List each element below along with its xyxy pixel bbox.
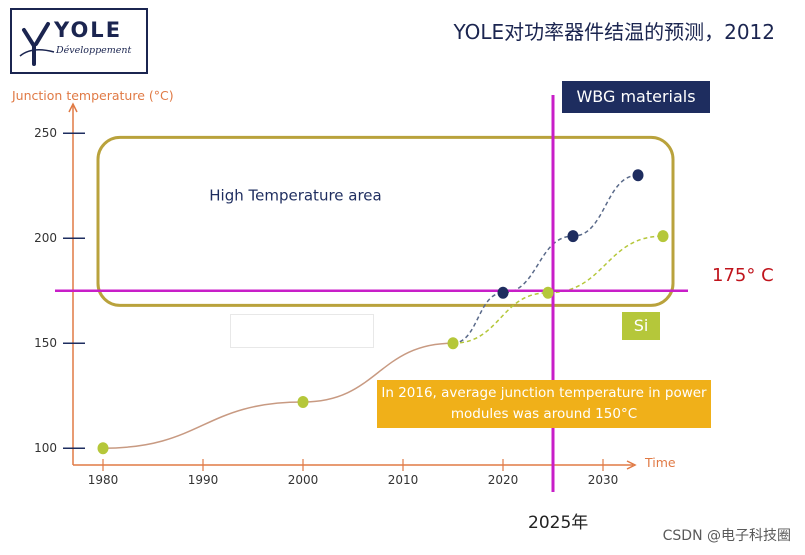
data-point-history bbox=[297, 396, 309, 408]
data-point-history bbox=[447, 337, 459, 350]
slide-title: YOLE对功率器件结温的预测，2012 bbox=[453, 20, 775, 44]
x-tick-label: 2030 bbox=[588, 473, 619, 487]
high-temperature-region bbox=[96, 135, 675, 307]
data-point-wbg bbox=[567, 230, 579, 243]
x-tick-label: 1980 bbox=[88, 473, 119, 487]
x-axis-arrow bbox=[626, 460, 637, 470]
wbg-legend-label: WBG materials bbox=[562, 81, 710, 113]
data-point-si bbox=[657, 230, 669, 243]
x-axis-label: Time bbox=[644, 455, 676, 470]
data-point-wbg bbox=[632, 169, 644, 182]
x-tick-label: 2000 bbox=[288, 473, 319, 487]
annotation-box: In 2016, average junction temperature in… bbox=[377, 380, 711, 428]
x-tick-label: 1990 bbox=[188, 473, 219, 487]
marker-year-label: 2025年 bbox=[528, 513, 589, 533]
data-point-history bbox=[97, 442, 109, 455]
logo-name: YOLE bbox=[54, 18, 123, 42]
data-point-wbg bbox=[497, 286, 509, 299]
empty-placeholder-box bbox=[230, 314, 374, 348]
y-axis-label: Junction temperature (°C) bbox=[11, 88, 174, 103]
logo-subtitle: Développement bbox=[56, 45, 132, 56]
y-axis-arrow bbox=[68, 102, 78, 113]
x-tick-label: 2020 bbox=[488, 473, 519, 487]
series-line-wbg bbox=[452, 174, 639, 344]
threshold-label: 175° C bbox=[712, 265, 774, 286]
region-label: High Temperature area bbox=[209, 186, 381, 204]
x-tick-label: 2010 bbox=[388, 473, 419, 487]
series-line-si bbox=[452, 235, 664, 344]
y-tick-label: 250 bbox=[34, 126, 57, 140]
data-point-si bbox=[542, 286, 554, 299]
si-legend-label: Si bbox=[622, 312, 660, 340]
y-tick-label: 200 bbox=[34, 231, 57, 245]
yole-logo-icon bbox=[19, 22, 55, 66]
watermark: CSDN @电子科技圈 bbox=[662, 528, 791, 544]
company-logo: YOLE Développement bbox=[10, 8, 148, 74]
y-tick-label: 150 bbox=[34, 336, 57, 350]
y-tick-label: 100 bbox=[34, 441, 57, 455]
